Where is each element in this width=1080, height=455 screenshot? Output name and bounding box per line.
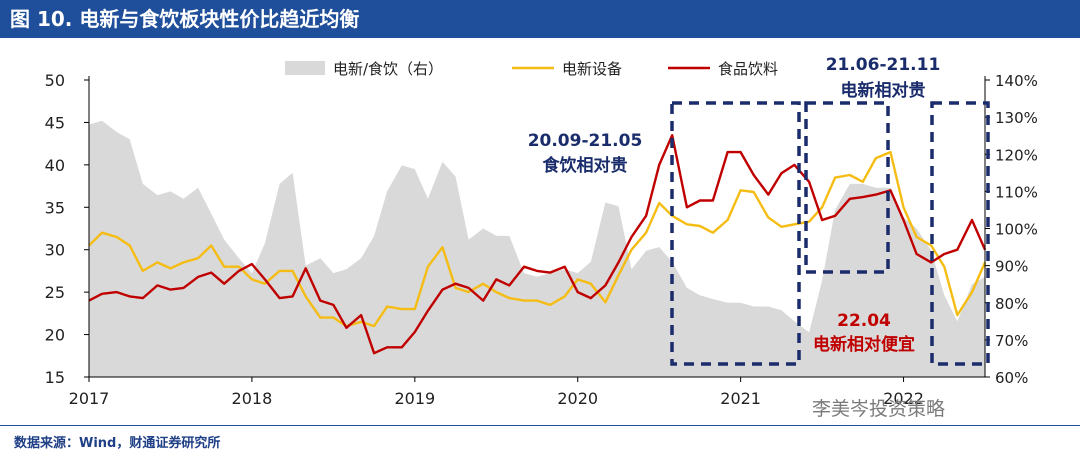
title-bar: 图 10. 电新与食饮板块性价比趋近均衡 (0, 0, 1080, 38)
right-tick-label: 130% (995, 109, 1038, 127)
bottom-rule (0, 425, 1080, 426)
annotation-2-label: 电新相对贵 (841, 80, 926, 101)
right-tick-label: 80% (995, 295, 1028, 313)
legend-label-area: 电新/食饮（右） (333, 60, 443, 78)
line-series-food (88, 133, 987, 355)
left-tick-label: 25 (45, 283, 65, 302)
right-tick-label: 100% (995, 221, 1038, 239)
left-tick-label: 35 (45, 198, 65, 217)
right-tick-label: 140% (995, 72, 1038, 90)
left-tick-label: 20 (45, 326, 65, 345)
annotation-1-label: 食饮相对贵 (543, 155, 628, 176)
annotation-2-range: 21.06-21.11 (826, 55, 941, 75)
highlight-box-food-expensive (670, 101, 801, 366)
line-series-electric (88, 150, 987, 328)
left-tick-label: 50 (45, 71, 65, 90)
x-tick-label: 2020 (557, 389, 598, 408)
annotation-3-range: 22.04 (837, 311, 891, 331)
left-tick-label: 40 (45, 156, 65, 175)
area-series-ratio (89, 120, 985, 378)
left-tick-label: 30 (45, 241, 65, 260)
right-tick-label: 70% (995, 332, 1028, 350)
legend-label-yellow: 电新设备 (562, 60, 622, 78)
left-tick-label: 15 (45, 368, 65, 387)
right-tick-label: 90% (995, 258, 1028, 276)
chart: 50 45 40 35 30 25 20 15 140% 130% 120% 110% 100% 90% 8… (45, 55, 1038, 408)
watermark: 李美岑投资策略 (812, 398, 946, 420)
right-tick-label: 110% (995, 183, 1038, 201)
x-tick-label: 2018 (232, 389, 273, 408)
legend-label-red: 食品饮料 (718, 60, 778, 78)
highlight-box-electric-cheap (930, 101, 990, 366)
annotation-3-label: 电新相对便宜 (813, 334, 915, 355)
x-tick-label: 2017 (69, 389, 110, 408)
x-tick-label: 2021 (720, 389, 761, 408)
page-title: 图 10. 电新与食饮板块性价比趋近均衡 (10, 7, 360, 31)
legend-swatch-area (285, 61, 325, 75)
annotation-1-range: 20.09-21.05 (528, 131, 643, 151)
highlight-box-electric-expensive (804, 101, 890, 274)
x-tick-label: 2019 (394, 389, 435, 408)
right-tick-label: 120% (995, 146, 1038, 164)
left-tick-label: 45 (45, 113, 65, 132)
source-note: 数据来源：Wind，财通证券研究所 (14, 436, 221, 451)
right-tick-label: 60% (995, 369, 1028, 387)
x-tick-label: 2022 (883, 389, 924, 408)
